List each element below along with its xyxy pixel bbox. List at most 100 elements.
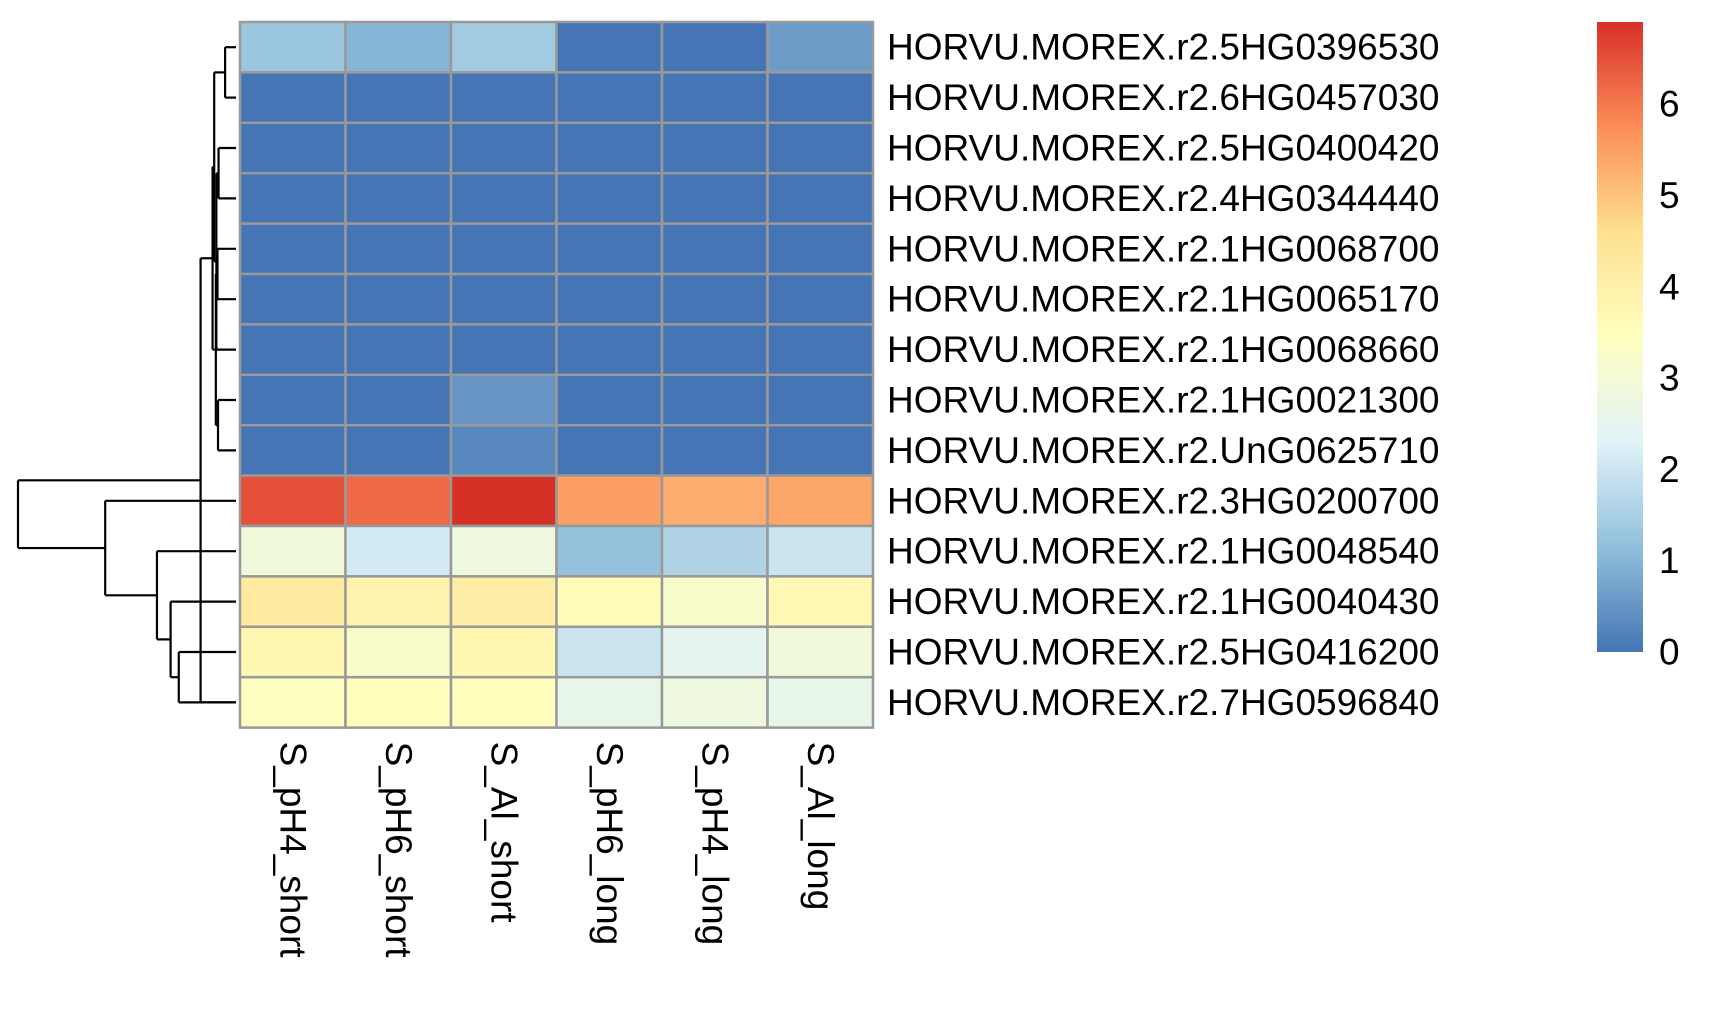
heatmap-cell [766, 20, 875, 74]
heatmap-cell [344, 121, 453, 175]
legend-ticks: 0 1 2 3 4 5 6 [1659, 84, 1680, 673]
heatmap-cell [344, 524, 453, 578]
row-label: HORVU.MOREX.r2.1HG0021300 [887, 380, 1440, 421]
heatmap-cell [449, 675, 558, 729]
heatmap-cell [660, 20, 769, 74]
heatmap-cell [766, 71, 875, 125]
heatmap-cell [660, 423, 769, 477]
legend-tick-label: 2 [1659, 449, 1680, 490]
column-label: S_pH4_short [272, 742, 313, 959]
heatmap-cell [449, 222, 558, 276]
row-label: HORVU.MOREX.r2.1HG0068700 [887, 228, 1440, 269]
heatmap-cell [766, 575, 875, 629]
heatmap-cell [344, 171, 453, 225]
row-label: HORVU.MOREX.r2.UnG0625710 [887, 430, 1440, 471]
heatmap-cell [238, 121, 347, 175]
legend-tick-label: 1 [1659, 540, 1680, 581]
heatmap-cell [555, 121, 664, 175]
heatmap-cell [766, 423, 875, 477]
heatmap-cell [555, 575, 664, 629]
row-label: HORVU.MOREX.r2.1HG0048540 [887, 531, 1440, 572]
heatmap-cell [766, 171, 875, 225]
row-label: HORVU.MOREX.r2.6HG0457030 [887, 77, 1440, 118]
heatmap-cell [766, 121, 875, 175]
heatmap-cell [555, 171, 664, 225]
heatmap-cell [344, 373, 453, 427]
row-label: HORVU.MOREX.r2.3HG0200700 [887, 480, 1440, 521]
heatmap-cell [555, 71, 664, 125]
column-labels: S_pH4_short S_pH6_short S_Al_short S_pH6_lo… [272, 742, 841, 959]
heatmap-cell [660, 575, 769, 629]
heatmap-cells [238, 20, 875, 729]
heatmap-cell [660, 524, 769, 578]
heatmap-cell [238, 625, 347, 679]
heatmap-cell [660, 323, 769, 377]
heatmap-cell [344, 222, 453, 276]
heatmap-cell [660, 121, 769, 175]
heatmap-cell [238, 423, 347, 477]
heatmap-cell [344, 272, 453, 326]
column-label: S_pH6_short [378, 742, 419, 959]
legend-tick-label: 4 [1659, 266, 1680, 307]
heatmap-cell [344, 323, 453, 377]
heatmap-cell [344, 575, 453, 629]
row-label: HORVU.MOREX.r2.4HG0344440 [887, 178, 1440, 219]
heatmap-cell [344, 625, 453, 679]
heatmap-cell [449, 121, 558, 175]
heatmap-cell [344, 71, 453, 125]
heatmap-cell [238, 323, 347, 377]
heatmap-cell [660, 675, 769, 729]
heatmap-cell [238, 71, 347, 125]
row-labels: HORVU.MOREX.r2.5HG0396530 HORVU.MOREX.r2.… [887, 27, 1440, 723]
heatmap-cell [555, 675, 664, 729]
heatmap-cell [766, 474, 875, 528]
column-label: S_pH4_long [694, 742, 735, 946]
heatmap-cell [238, 222, 347, 276]
heatmap-cell [555, 373, 664, 427]
row-label: HORVU.MOREX.r2.1HG0068660 [887, 329, 1440, 370]
heatmap-cell [449, 373, 558, 427]
heatmap-cell [766, 675, 875, 729]
row-label: HORVU.MOREX.r2.1HG0065170 [887, 279, 1440, 320]
heatmap-cell [449, 71, 558, 125]
heatmap-cell [766, 625, 875, 679]
heatmap-cell [555, 323, 664, 377]
heatmap-cell [660, 625, 769, 679]
heatmap-cell [344, 474, 453, 528]
column-label: S_Al_short [483, 742, 524, 924]
heatmap-cell [660, 272, 769, 326]
legend-color-bar [1597, 22, 1643, 652]
heatmap-cell [449, 423, 558, 477]
heatmap-cell [238, 474, 347, 528]
heatmap-cell [660, 71, 769, 125]
heatmap-cell [766, 272, 875, 326]
heatmap-cell [555, 272, 664, 326]
legend-tick-label: 6 [1659, 84, 1680, 125]
row-label: HORVU.MOREX.r2.5HG0400420 [887, 128, 1440, 169]
heatmap-cell [555, 625, 664, 679]
row-label: HORVU.MOREX.r2.1HG0040430 [887, 581, 1440, 622]
heatmap-cell [449, 524, 558, 578]
heatmap-cell [344, 423, 453, 477]
heatmap-cell [449, 171, 558, 225]
heatmap-cell [449, 625, 558, 679]
heatmap-cell [660, 222, 769, 276]
column-label: S_pH6_long [589, 742, 630, 946]
heatmap-cell [660, 171, 769, 225]
heatmap-cell [238, 272, 347, 326]
row-label: HORVU.MOREX.r2.7HG0596840 [887, 682, 1440, 723]
row-label: HORVU.MOREX.r2.5HG0396530 [887, 27, 1440, 68]
heatmap-cell [766, 222, 875, 276]
heatmap-cell [238, 171, 347, 225]
heatmap-cell [238, 524, 347, 578]
legend-tick-label: 0 [1659, 632, 1680, 673]
heatmap-cell [449, 575, 558, 629]
row-label: HORVU.MOREX.r2.5HG0416200 [887, 632, 1440, 673]
heatmap-cell [449, 474, 558, 528]
heatmap-cell [238, 675, 347, 729]
heatmap-cell [555, 222, 664, 276]
heatmap-cell [555, 20, 664, 74]
heatmap-cell [449, 323, 558, 377]
heatmap-cell [449, 272, 558, 326]
